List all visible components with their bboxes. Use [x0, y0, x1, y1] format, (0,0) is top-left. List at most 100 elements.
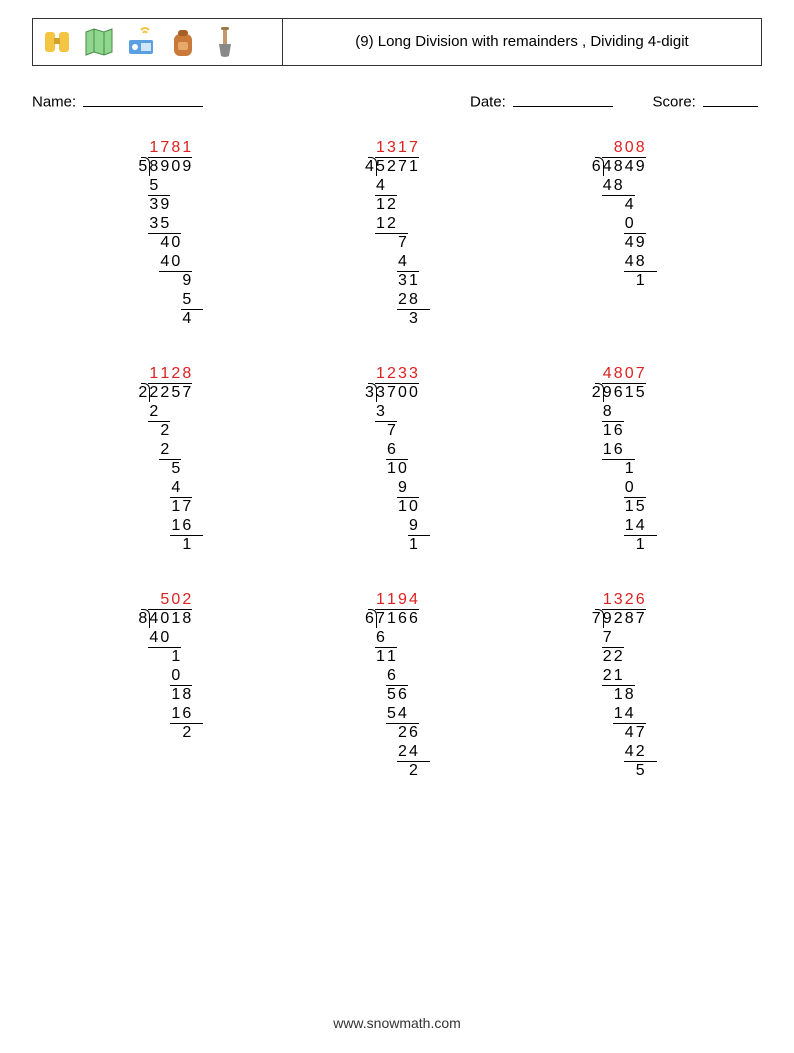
dividend-digit: 9: [602, 384, 613, 403]
backpack-icon: [167, 26, 199, 58]
divisor: 4: [364, 158, 375, 177]
worksheet-title: (9) Long Division with remainders , Divi…: [283, 19, 761, 65]
dividend-digit: 3: [375, 384, 386, 403]
dividend-digit: 5: [375, 158, 386, 177]
dividend-digit: 1: [408, 158, 419, 177]
quotient-digit: 2: [170, 365, 181, 384]
divisor: 2: [137, 384, 148, 403]
divisor: 6: [591, 158, 602, 177]
dividend-digit: 9: [181, 158, 192, 177]
quotient-digit: 8: [170, 139, 181, 158]
quotient-digit: 8: [181, 365, 192, 384]
problem-4: 1128222572225417161: [62, 365, 279, 555]
header-icons: [33, 19, 283, 65]
quotient-digit: 1: [159, 365, 170, 384]
quotient-digit: 1: [375, 139, 386, 158]
dividend-digit: 4: [602, 158, 613, 177]
dividend-digit: 8: [148, 158, 159, 177]
dividend-digit: 1: [386, 610, 397, 629]
score-label: Score:: [653, 94, 696, 111]
name-field: Name:: [32, 90, 470, 111]
info-row: Name: Date: Score:: [32, 90, 762, 111]
dividend-digit: 7: [635, 610, 646, 629]
quotient-digit: 1: [375, 365, 386, 384]
dividend-digit: 9: [602, 610, 613, 629]
score-blank: [703, 90, 758, 107]
quotient-digit: 3: [613, 591, 624, 610]
divisor: 7: [591, 610, 602, 629]
quotient-digit: 2: [624, 591, 635, 610]
dividend-digit: 7: [397, 158, 408, 177]
dividend-digit: 6: [613, 384, 624, 403]
quotient-digit: 3: [386, 139, 397, 158]
problem-2: 131745271412127431283: [289, 139, 506, 329]
quotient-digit: 7: [408, 139, 419, 158]
quotient-digit: 1: [148, 365, 159, 384]
quotient-digit: 1: [397, 139, 408, 158]
quotient-digit: 7: [159, 139, 170, 158]
quotient-digit: 1: [375, 591, 386, 610]
dividend-digit: 0: [170, 158, 181, 177]
dividend-digit: 6: [397, 610, 408, 629]
dividend-digit: 9: [635, 158, 646, 177]
dividend-digit: 7: [386, 384, 397, 403]
dividend-digit: 0: [408, 384, 419, 403]
dividend-digit: 0: [397, 384, 408, 403]
score-field: Score:: [653, 90, 763, 111]
problem-1: 178158909539354040954: [62, 139, 279, 329]
dividend-digit: 2: [148, 384, 159, 403]
problem-5: 1233337003761091091: [289, 365, 506, 555]
dividend-digit: 8: [613, 158, 624, 177]
dividend-digit: 1: [624, 384, 635, 403]
dividend-digit: 1: [170, 610, 181, 629]
quotient-digit: 8: [613, 365, 624, 384]
divisor: 5: [137, 158, 148, 177]
divisor: 2: [591, 384, 602, 403]
footer-url: www.snowmath.com: [0, 1015, 794, 1031]
quotient-digit: 1: [386, 591, 397, 610]
quotient-digit: 1: [148, 139, 159, 158]
divisor: 8: [137, 610, 148, 629]
dividend-digit: 5: [635, 384, 646, 403]
quotient-digit: 2: [386, 365, 397, 384]
date-label: Date:: [470, 94, 506, 111]
dividend-digit: 8: [181, 610, 192, 629]
quotient-digit: 4: [602, 365, 613, 384]
name-label: Name:: [32, 94, 76, 111]
problem-3: 80864849484049481: [515, 139, 732, 329]
quotient-digit: 0: [624, 139, 635, 158]
quotient-digit: 1: [602, 591, 613, 610]
divisor: 3: [364, 384, 375, 403]
header-row: (9) Long Division with remainders , Divi…: [32, 18, 762, 66]
quotient-digit: 3: [397, 365, 408, 384]
problem-6: 480729615816161015141: [515, 365, 732, 555]
problems-grid: 1781589095393540409541317452714121274312…: [32, 139, 762, 781]
quotient-digit: 8: [635, 139, 646, 158]
binoculars-icon: [41, 26, 73, 58]
quotient-digit: 5: [159, 591, 170, 610]
quotient-digit: 6: [635, 591, 646, 610]
problem-7: 50284018401018162: [62, 591, 279, 781]
date-field: Date:: [470, 90, 653, 111]
dividend-digit: 4: [624, 158, 635, 177]
divisor: 6: [364, 610, 375, 629]
dividend-digit: 0: [159, 610, 170, 629]
quotient-digit: 3: [408, 365, 419, 384]
quotient-digit: 0: [624, 365, 635, 384]
quotient-digit: 8: [613, 139, 624, 158]
dividend-digit: 7: [375, 610, 386, 629]
radio-icon: [125, 26, 157, 58]
date-blank: [513, 90, 613, 107]
dividend-digit: 8: [624, 610, 635, 629]
shovel-icon: [209, 26, 241, 58]
dividend-digit: 6: [408, 610, 419, 629]
problem-9: 13267928772221181447425: [515, 591, 732, 781]
quotient-digit: 7: [635, 365, 646, 384]
dividend-digit: 2: [159, 384, 170, 403]
quotient-digit: 1: [181, 139, 192, 158]
dividend-digit: 9: [159, 158, 170, 177]
quotient-digit: 9: [397, 591, 408, 610]
quotient-digit: 2: [181, 591, 192, 610]
name-blank: [83, 90, 203, 107]
dividend-digit: 5: [170, 384, 181, 403]
